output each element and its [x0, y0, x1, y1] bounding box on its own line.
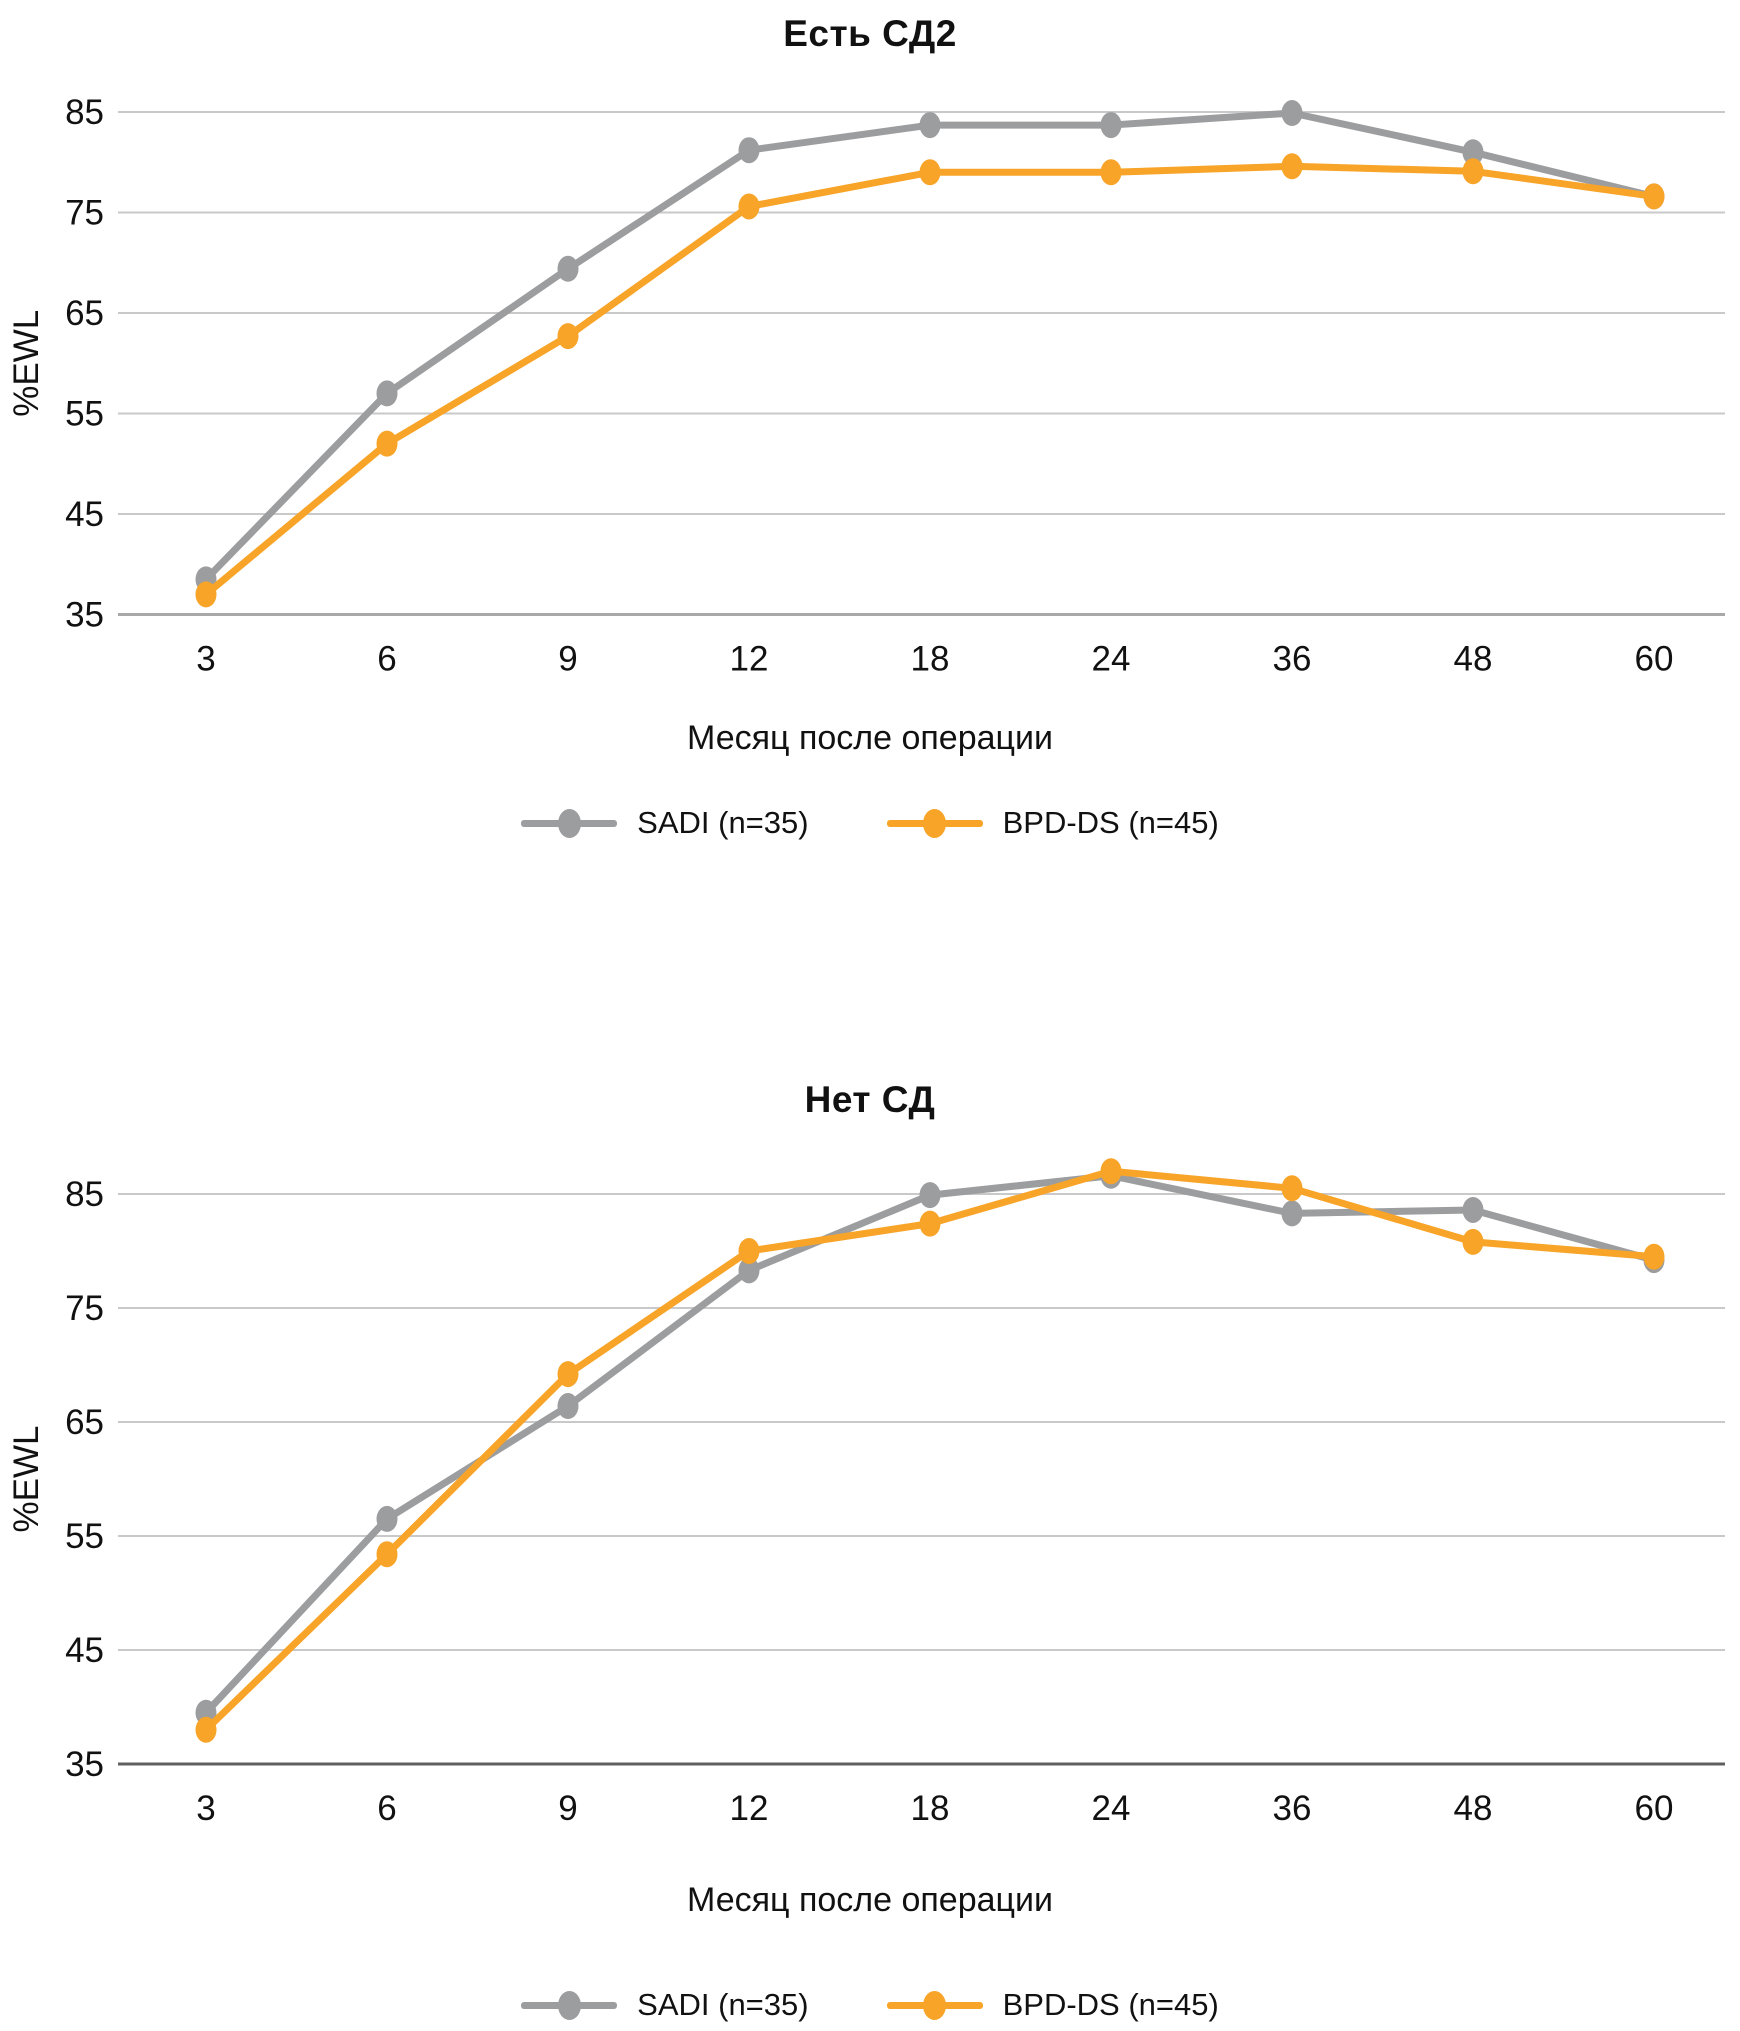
data-point-sadi [738, 137, 760, 164]
y-tick-label: 55 [65, 1517, 104, 1556]
data-point-bpd-ds [376, 1541, 398, 1568]
legend-label-bpd-ds: BPD-DS (n=45) [1002, 805, 1219, 840]
legend-marker-line-dot-icon [521, 1988, 618, 2022]
data-point-bpd-ds [1281, 1175, 1303, 1202]
data-point-bpd-ds [195, 1716, 217, 1743]
data-point-bpd-ds [738, 193, 760, 220]
legend-item-sadi: SADI (n=35) [521, 805, 809, 841]
legend-dot-icon [557, 1990, 581, 2020]
legend-label-bpd-ds: BPD-DS (n=45) [1002, 1987, 1219, 2022]
legend-marker-line-dot-icon [886, 1988, 983, 2022]
legend: SADI (n=35) BPD-DS (n=45) [0, 1981, 1740, 2029]
data-point-sadi [376, 1505, 398, 1532]
data-point-bpd-ds [1100, 159, 1122, 186]
data-point-sadi [557, 255, 579, 282]
x-tick-label: 18 [911, 1789, 950, 1828]
data-point-bpd-ds [376, 430, 398, 457]
data-point-sadi [1462, 139, 1484, 166]
y-tick-label: 35 [65, 596, 104, 635]
x-tick-label: 12 [730, 1789, 769, 1828]
x-tick-label: 36 [1273, 640, 1312, 679]
legend-item-bpd-ds: BPD-DS (n=45) [886, 1987, 1219, 2023]
legend-dot-icon [923, 808, 947, 838]
data-point-sadi [919, 1182, 941, 1209]
legend-label-sadi: SADI (n=35) [637, 1987, 809, 2022]
data-point-bpd-ds [919, 159, 941, 186]
data-point-sadi [376, 380, 398, 407]
x-tick-label: 24 [1092, 640, 1131, 679]
data-point-sadi [1281, 1200, 1303, 1227]
x-tick-label: 18 [911, 640, 950, 679]
y-tick-label: 45 [65, 495, 104, 534]
x-tick-label: 6 [377, 640, 396, 679]
data-point-sadi [738, 1257, 760, 1284]
data-point-bpd-ds [1643, 183, 1665, 210]
y-tick-label: 65 [65, 294, 104, 333]
x-axis-title: Месяц после операции [687, 1881, 1053, 1919]
data-point-bpd-ds [1462, 1228, 1484, 1255]
x-tick-label: 6 [377, 1789, 396, 1828]
x-tick-label: 48 [1454, 640, 1493, 679]
data-point-bpd-ds [1100, 1158, 1122, 1185]
data-point-sadi [1281, 100, 1303, 127]
data-point-sadi [557, 1393, 579, 1420]
chart-title: Есть СД2 [783, 13, 957, 54]
y-tick-label: 35 [65, 1745, 104, 1784]
y-tick-label: 45 [65, 1631, 104, 1670]
y-tick-label: 85 [65, 1175, 104, 1214]
legend-label-sadi: SADI (n=35) [637, 805, 809, 840]
data-point-bpd-ds [738, 1238, 760, 1264]
x-tick-label: 60 [1635, 1789, 1674, 1828]
chart-with-t2dm: Есть СД2 35 45 55 65 75 85 3 6 9 12 18 24 36 48 60 %EWL… [0, 0, 1740, 847]
legend-dot-icon [923, 1990, 947, 2020]
data-point-bpd-ds [1281, 153, 1303, 180]
data-point-bpd-ds [1643, 1243, 1665, 1270]
data-point-bpd-ds [1462, 158, 1484, 185]
chart-title: Нет СД [804, 1079, 936, 1120]
data-point-bpd-ds [195, 581, 217, 608]
y-tick-label: 65 [65, 1403, 104, 1442]
data-point-bpd-ds [557, 1361, 579, 1388]
legend-marker-line-dot-icon [886, 806, 983, 840]
legend-item-bpd-ds: BPD-DS (n=45) [886, 805, 1219, 841]
y-axis-title: %EWL [7, 1426, 46, 1533]
y-axis-title: %EWL [7, 310, 46, 417]
x-axis-title: Месяц после операции [687, 719, 1053, 757]
x-tick-label: 3 [196, 640, 215, 679]
x-tick-label: 12 [730, 640, 769, 679]
y-tick-label: 55 [65, 395, 104, 434]
series-line-sadi [202, 1172, 1658, 1717]
legend-dot-icon [557, 808, 581, 838]
x-tick-label: 48 [1454, 1789, 1493, 1828]
data-point-bpd-ds [557, 323, 579, 350]
y-tick-label: 85 [65, 93, 104, 132]
x-tick-label: 9 [558, 640, 577, 679]
data-point-sadi [1100, 112, 1122, 139]
series-line-bpd-ds [202, 162, 1658, 598]
data-point-sadi [1462, 1196, 1484, 1223]
chart-no-dm: Нет СД 35 45 55 65 75 85 3 6 9 12 18 24 36 48 60 %EWL М… [0, 1076, 1740, 2029]
x-tick-label: 60 [1635, 640, 1674, 679]
legend-marker-line-dot-icon [521, 806, 618, 840]
x-tick-label: 36 [1273, 1789, 1312, 1828]
data-point-bpd-ds [919, 1210, 941, 1237]
x-tick-label: 9 [558, 1789, 577, 1828]
data-point-sadi [919, 112, 941, 139]
x-tick-label: 24 [1092, 1789, 1131, 1828]
legend-item-sadi: SADI (n=35) [521, 1987, 809, 2023]
legend: SADI (n=35) BPD-DS (n=45) [0, 799, 1740, 847]
y-tick-label: 75 [65, 194, 104, 233]
y-tick-label: 75 [65, 1289, 104, 1328]
series-line-bpd-ds [202, 1167, 1658, 1734]
x-tick-label: 3 [196, 1789, 215, 1828]
